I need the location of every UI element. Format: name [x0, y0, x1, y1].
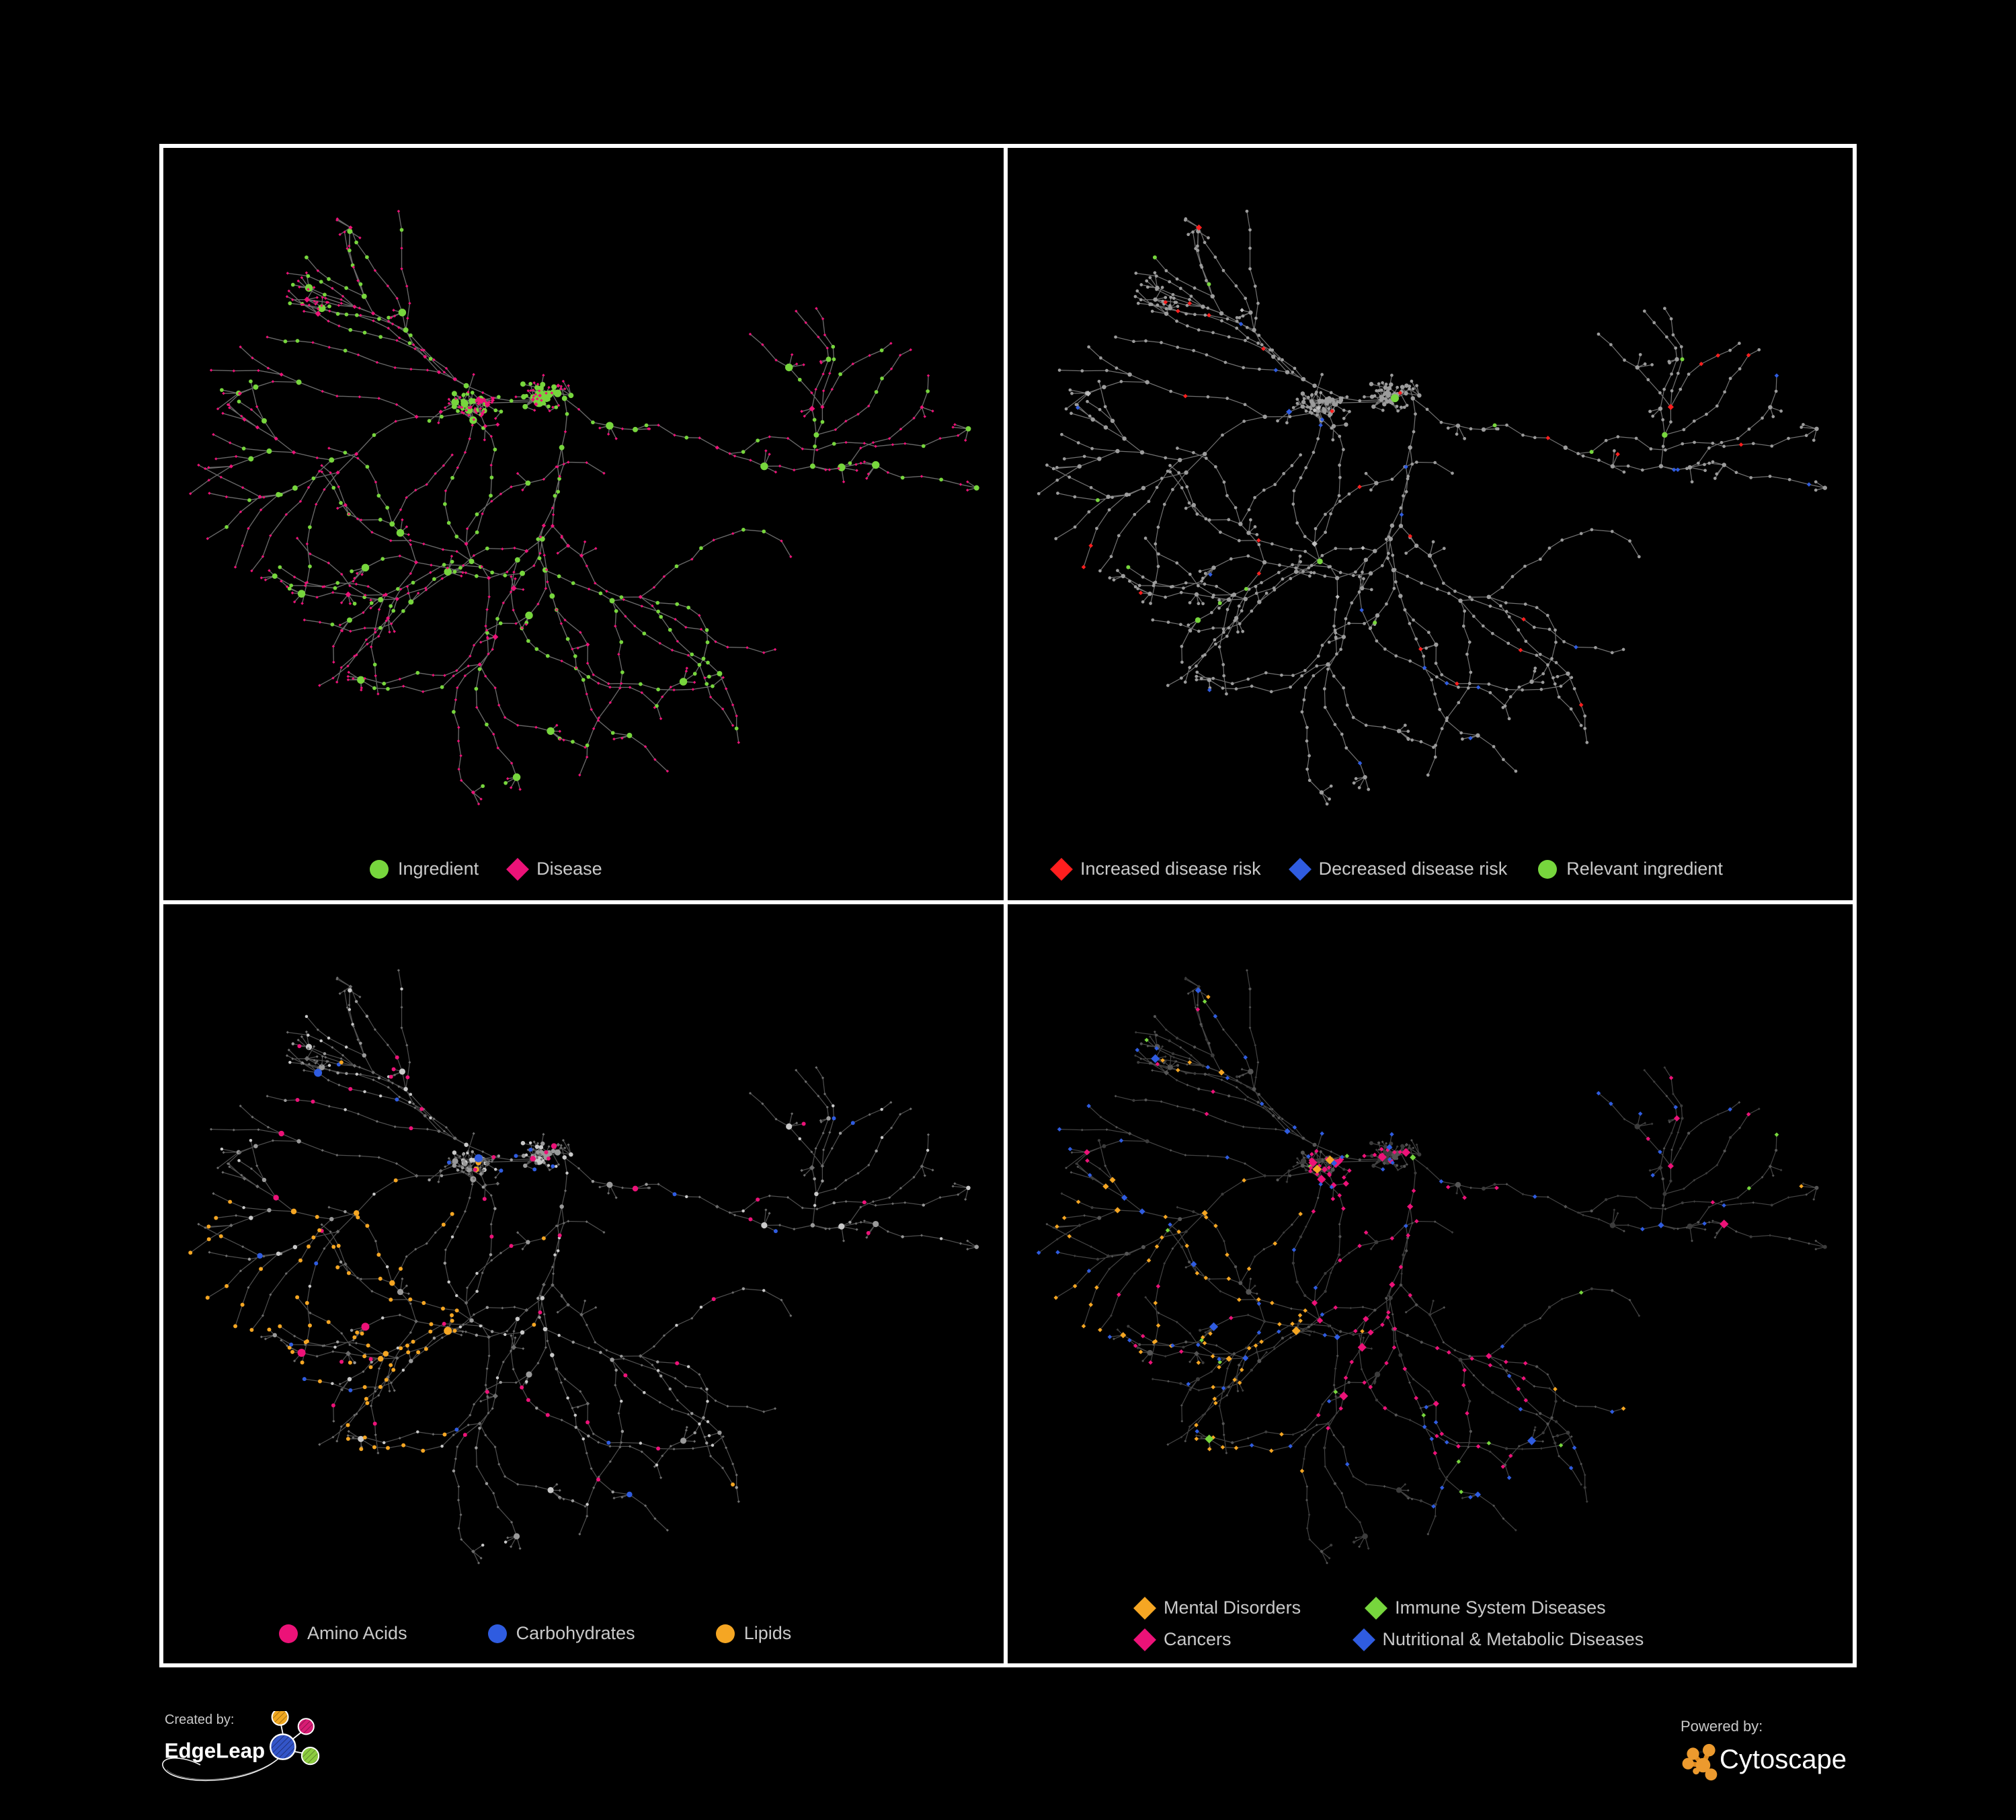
svg-text:Created by:: Created by: — [165, 1712, 234, 1727]
svg-text:EdgeLeap: EdgeLeap — [165, 1739, 266, 1762]
